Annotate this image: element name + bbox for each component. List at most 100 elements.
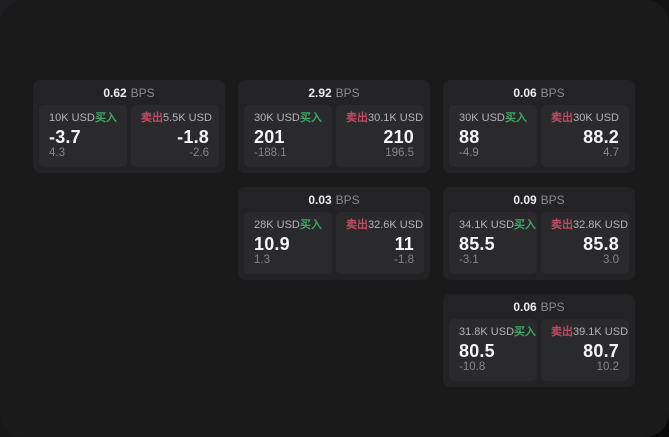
buy-notional: 10K USD: [49, 112, 95, 124]
buy-side-label: 买入: [300, 219, 322, 231]
buy-side-label: 买入: [300, 112, 322, 124]
buy-delta: -3.1: [459, 253, 479, 266]
sell-price: 11: [394, 234, 414, 254]
sell-notional: 5.5K USD: [163, 112, 212, 124]
sell-price: -1.8: [177, 127, 209, 147]
quote-grid: 0.62 BPS 10K USD 买入 -3.7 4.3 卖出 5.5K USD: [33, 80, 635, 387]
sell-panel[interactable]: 卖出 39.1K USD 80.7 10.2: [541, 319, 629, 381]
panels: 28K USD 买入 10.9 1.3 卖出 32.6K USD 11 -1.8: [238, 212, 430, 280]
sell-delta: -1.8: [394, 253, 414, 266]
sell-delta: 196.5: [385, 146, 414, 159]
buy-delta: 1.3: [254, 253, 270, 266]
sell-panel[interactable]: 卖出 30.1K USD 210 196.5: [336, 105, 424, 167]
bps-value: 0.62: [103, 85, 127, 100]
buy-delta: 4.3: [49, 146, 65, 159]
quote-card: 0.06 BPS 31.8K USD 买入 80.5 -10.8 卖出 39.1…: [443, 294, 635, 387]
panel-top: 卖出 32.8K USD: [551, 219, 628, 231]
sell-delta: -2.6: [189, 146, 209, 159]
buy-panel[interactable]: 28K USD 买入 10.9 1.3: [244, 212, 332, 274]
bps-unit: BPS: [335, 192, 360, 207]
card-header: 0.06 BPS: [443, 80, 635, 105]
buy-panel[interactable]: 10K USD 买入 -3.7 4.3: [39, 105, 127, 167]
card-header: 0.06 BPS: [443, 294, 635, 319]
sell-panel[interactable]: 卖出 5.5K USD -1.8 -2.6: [131, 105, 219, 167]
sell-notional: 32.8K USD: [573, 219, 629, 231]
buy-side-label: 买入: [514, 326, 537, 338]
buy-price: 201: [254, 127, 285, 147]
panel-top: 卖出 5.5K USD: [141, 112, 212, 124]
bps-unit: BPS: [540, 299, 565, 314]
panel-top: 34.1K USD 买入: [459, 219, 536, 231]
quote-card: 0.03 BPS 28K USD 买入 10.9 1.3 卖出 32.6K US…: [238, 187, 430, 280]
buy-panel[interactable]: 30K USD 买入 88 -4.9: [449, 105, 537, 167]
bps-value: 0.09: [513, 192, 537, 207]
buy-notional: 28K USD: [254, 219, 300, 231]
sell-notional: 39.1K USD: [573, 326, 629, 338]
sell-price: 80.7: [583, 341, 619, 361]
sell-side-label: 卖出: [346, 112, 368, 124]
card-header: 2.92 BPS: [238, 80, 430, 105]
buy-side-label: 买入: [514, 219, 537, 231]
panels: 34.1K USD 买入 85.5 -3.1 卖出 32.8K USD 85.8…: [443, 212, 635, 280]
buy-delta: -10.8: [459, 360, 486, 373]
panels: 30K USD 买入 201 -188.1 卖出 30.1K USD 210 1…: [238, 105, 430, 173]
sell-side-label: 卖出: [551, 326, 573, 338]
buy-side-label: 买入: [505, 112, 527, 124]
buy-delta: -4.9: [459, 146, 479, 159]
card-header: 0.03 BPS: [238, 187, 430, 212]
sell-side-label: 卖出: [551, 112, 573, 124]
quote-card: 0.62 BPS 10K USD 买入 -3.7 4.3 卖出 5.5K USD: [33, 80, 225, 173]
panel-top: 卖出 39.1K USD: [551, 326, 628, 338]
sell-side-label: 卖出: [346, 219, 368, 231]
buy-side-label: 买入: [95, 112, 117, 124]
quote-card: 0.09 BPS 34.1K USD 买入 85.5 -3.1 卖出 32.8K…: [443, 187, 635, 280]
sell-notional: 30.1K USD: [368, 112, 424, 124]
quote-card: 2.92 BPS 30K USD 买入 201 -188.1 卖出 30.1K …: [238, 80, 430, 173]
panels: 31.8K USD 买入 80.5 -10.8 卖出 39.1K USD 80.…: [443, 319, 635, 387]
panel-top: 30K USD 买入: [459, 113, 527, 124]
card-header: 0.09 BPS: [443, 187, 635, 212]
sell-delta: 10.2: [596, 360, 619, 373]
sell-panel[interactable]: 卖出 30K USD 88.2 4.7: [541, 105, 629, 167]
panels: 10K USD 买入 -3.7 4.3 卖出 5.5K USD -1.8 -2.…: [33, 105, 225, 173]
panel-top: 30K USD 买入: [254, 113, 322, 124]
sell-price: 88.2: [583, 127, 619, 147]
panel-top: 卖出 32.6K USD: [346, 219, 423, 231]
buy-notional: 30K USD: [459, 112, 505, 124]
sell-price: 85.8: [583, 234, 619, 254]
panels: 30K USD 买入 88 -4.9 卖出 30K USD 88.2 4.7: [443, 105, 635, 173]
buy-price: 10.9: [254, 234, 290, 254]
buy-price: 85.5: [459, 234, 495, 254]
bps-value: 0.06: [513, 85, 537, 100]
panel-top: 31.8K USD 买入: [459, 326, 536, 338]
sell-side-label: 卖出: [141, 112, 163, 124]
buy-price: -3.7: [49, 127, 81, 147]
buy-panel[interactable]: 34.1K USD 买入 85.5 -3.1: [449, 212, 537, 274]
quote-card: 0.06 BPS 30K USD 买入 88 -4.9 卖出 30K USD: [443, 80, 635, 173]
panel-top: 卖出 30.1K USD: [346, 112, 423, 124]
bps-unit: BPS: [540, 192, 565, 207]
sell-price: 210: [383, 127, 414, 147]
buy-notional: 31.8K USD: [459, 326, 515, 338]
buy-price: 88: [459, 127, 480, 147]
sell-side-label: 卖出: [551, 219, 573, 231]
buy-notional: 34.1K USD: [459, 219, 515, 231]
panel-top: 10K USD 买入: [49, 113, 117, 124]
buy-delta: -188.1: [254, 146, 287, 159]
sell-delta: 4.7: [603, 146, 619, 159]
buy-notional: 30K USD: [254, 112, 300, 124]
card-header: 0.62 BPS: [33, 80, 225, 105]
buy-panel[interactable]: 31.8K USD 买入 80.5 -10.8: [449, 319, 537, 381]
bps-value: 0.03: [308, 192, 332, 207]
bps-value: 2.92: [308, 85, 332, 100]
panel-top: 28K USD 买入: [254, 220, 322, 231]
sell-panel[interactable]: 卖出 32.8K USD 85.8 3.0: [541, 212, 629, 274]
sell-delta: 3.0: [603, 253, 619, 266]
bps-unit: BPS: [540, 85, 565, 100]
buy-panel[interactable]: 30K USD 买入 201 -188.1: [244, 105, 332, 167]
sell-panel[interactable]: 卖出 32.6K USD 11 -1.8: [336, 212, 424, 274]
panel-top: 卖出 30K USD: [551, 113, 619, 124]
bps-value: 0.06: [513, 299, 537, 314]
sell-notional: 30K USD: [573, 112, 619, 124]
